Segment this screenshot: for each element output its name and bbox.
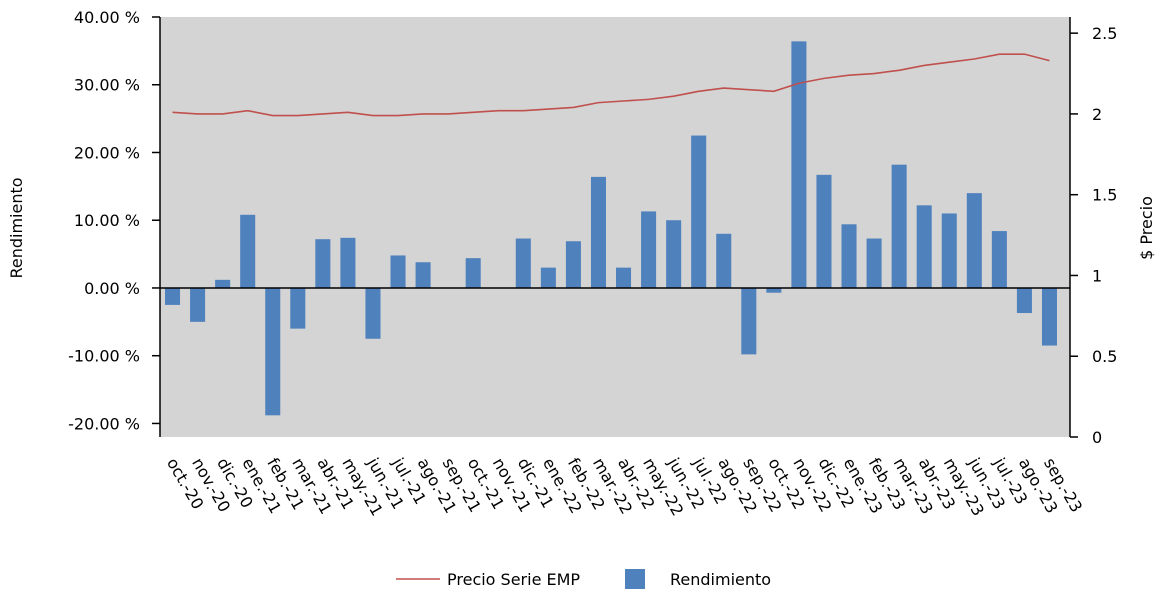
legend-label: Precio Serie EMP: [447, 570, 580, 589]
y-tick-label: -10.00 %: [68, 347, 140, 366]
plot-area: [160, 17, 1070, 437]
y2-tick-label: 2.5: [1092, 24, 1117, 43]
bar: [390, 255, 406, 288]
y-tick-label: 10.00 %: [74, 211, 140, 230]
bar: [165, 287, 181, 305]
bar: [240, 214, 256, 288]
bar: [415, 262, 431, 288]
bar: [891, 164, 907, 288]
y-tick-label: 30.00 %: [74, 76, 140, 95]
bar: [590, 176, 606, 288]
legend-label: Rendimiento: [670, 570, 771, 589]
bar: [741, 287, 757, 355]
bar: [866, 238, 882, 288]
y2-tick-label: 0: [1092, 428, 1102, 447]
bar: [841, 224, 857, 288]
bar: [1041, 287, 1057, 346]
bar: [716, 233, 732, 288]
bar: [515, 238, 531, 288]
legend-swatch: [625, 569, 645, 589]
y-tick-label: 0.00 %: [84, 279, 140, 298]
bar: [616, 267, 632, 288]
bar: [540, 267, 556, 288]
y-tick-label: 20.00 %: [74, 143, 140, 162]
bar: [340, 237, 356, 288]
bar: [215, 279, 231, 288]
bar: [991, 231, 1007, 288]
bar: [265, 287, 281, 416]
y2-tick-label: 1.5: [1092, 186, 1117, 205]
bar: [641, 211, 657, 288]
bar: [365, 287, 381, 339]
y-tick-label: 40.00 %: [74, 8, 140, 27]
y-tick-label: -20.00 %: [68, 414, 140, 433]
bar: [290, 287, 306, 329]
bar: [190, 287, 206, 322]
legend: Precio Serie EMP Rendimiento: [396, 569, 771, 589]
bar: [691, 135, 707, 288]
bar: [766, 287, 782, 293]
y-axis-label: Rendimiento: [7, 177, 26, 278]
bar: [941, 213, 957, 288]
y2-tick-label: 2: [1092, 105, 1102, 124]
bar: [916, 205, 932, 288]
bar: [666, 220, 682, 288]
y2-tick-label: 0.5: [1092, 347, 1117, 366]
y2-axis-label: $ Precio: [1137, 196, 1156, 260]
bar: [816, 174, 832, 288]
bar: [465, 258, 481, 288]
price-line: [172, 53, 1050, 117]
bar: [966, 193, 982, 288]
bar: [791, 41, 807, 288]
y2-tick-label: 1: [1092, 266, 1102, 285]
bar: [315, 239, 331, 288]
bar: [1016, 287, 1032, 314]
bar: [565, 241, 581, 288]
